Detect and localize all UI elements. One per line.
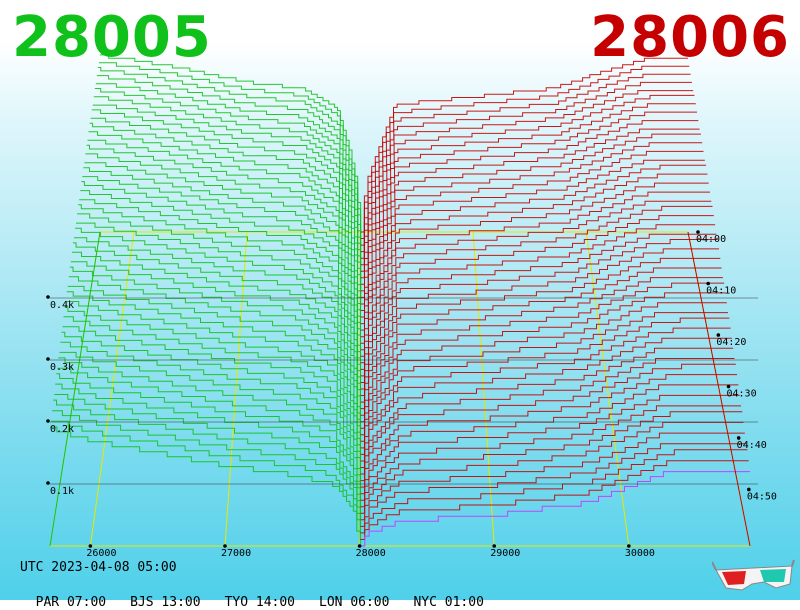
asks-depth-line-18	[361, 201, 712, 350]
depth-series	[50, 55, 750, 546]
bids-depth-line-20	[79, 200, 360, 363]
bids-depth-line-45	[53, 400, 360, 526]
bids-depth-line-10	[90, 123, 361, 297]
bids-depth-line-44	[54, 395, 360, 520]
timezone-tyo: TYO 14:00	[225, 595, 295, 610]
time-tick-label-1: 04:10	[706, 285, 736, 296]
asks-depth-line-47	[360, 461, 748, 540]
asks-depth-line-14	[361, 165, 706, 323]
y-tick-dot-0.3k	[46, 357, 50, 361]
asks-depth-line-37	[361, 364, 736, 474]
timezone-clocks: PAR 07:00 BJS 13:00 TYO 14:00 LON 06:00 NYC …	[20, 580, 508, 610]
y-tick-label-0.2k: 0.2k	[50, 424, 74, 435]
timezone-bjs: BJS 13:00	[130, 595, 200, 610]
bids-depth-line-46	[52, 411, 360, 533]
asks-depth-line-27	[361, 278, 723, 409]
asks-depth-line-41	[361, 406, 742, 500]
utc-time: UTC 2023-04-08 05:00	[20, 560, 177, 575]
timezone-par: PAR 07:00	[36, 595, 106, 610]
bids-depth-line-37	[62, 332, 361, 474]
y-tick-dot-0.4k	[46, 295, 50, 299]
asks-depth-line-48	[360, 472, 750, 546]
bids-depth-line-47	[51, 421, 360, 539]
bids-depth-line-42	[56, 374, 360, 507]
x-tick-label-30000: 30000	[625, 548, 655, 559]
x-tick-label-28000: 28000	[356, 548, 386, 559]
asks-depth-line-40	[361, 395, 740, 493]
asks-depth-line-46	[360, 450, 747, 533]
time-tick-label-0: 04:00	[696, 234, 726, 245]
y-tick-dot-0.1k	[46, 481, 50, 485]
time-tick-label-4: 04:40	[737, 440, 767, 451]
y-tick-label-0.3k: 0.3k	[50, 362, 74, 373]
bids-edge	[50, 232, 100, 546]
time-tick-label-3: 04:30	[727, 388, 757, 399]
bids-depth-line-1	[99, 63, 361, 239]
asks-depth-line-34	[361, 338, 732, 454]
anaglyph-3d-glasses-icon[interactable]	[712, 558, 796, 594]
timezone-nyc: NYC 01:00	[413, 595, 483, 610]
y-tick-label-0.4k: 0.4k	[50, 300, 74, 311]
asks-depth-line-22	[361, 234, 717, 376]
bids-depth-line-3	[97, 76, 361, 252]
time-tick-label-2: 04:20	[716, 337, 746, 348]
bids-depth-line-12	[88, 140, 361, 310]
x-tick-label-29000: 29000	[490, 548, 520, 559]
asks-depth-line-20	[361, 216, 714, 363]
x-tick-label-27000: 27000	[221, 548, 251, 559]
asks-depth-line-24	[361, 249, 719, 389]
x-tick-label-26000: 26000	[86, 548, 116, 559]
y-tick-dot-0.2k	[46, 419, 50, 423]
time-tick-label-5: 04:50	[747, 491, 777, 502]
y-tick-label-0.1k: 0.1k	[50, 486, 74, 497]
timezone-lon: LON 06:00	[319, 595, 389, 610]
asks-depth-line-0	[361, 58, 688, 232]
bids-depth-line-43	[55, 384, 360, 513]
x-grid-line-27000	[225, 232, 247, 546]
bids-depth-line-30	[69, 277, 361, 429]
bids-depth-line-8	[92, 110, 361, 284]
